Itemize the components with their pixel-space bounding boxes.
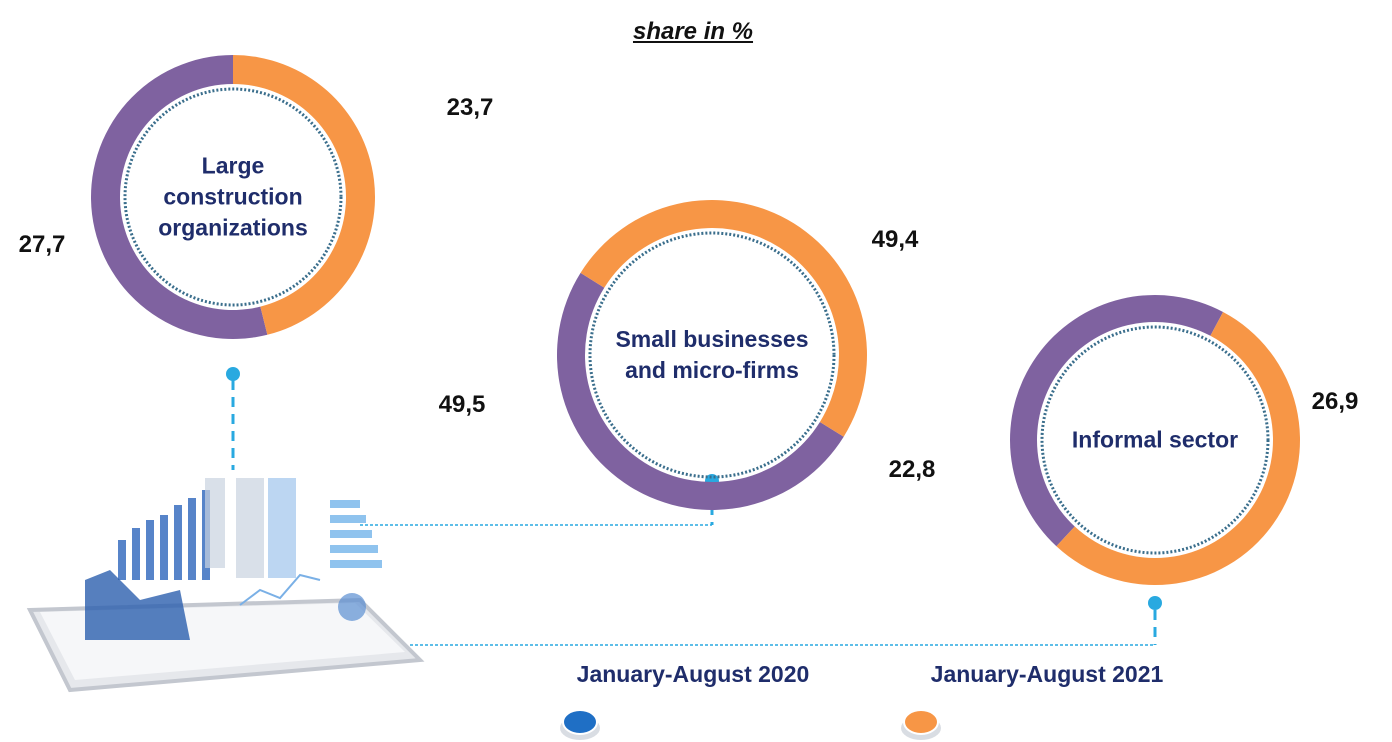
legend-label: January-August 2020 <box>576 661 810 687</box>
donut-segment <box>556 272 844 511</box>
donut-segment <box>1056 311 1300 585</box>
inner-dotted-ring <box>123 87 343 307</box>
donut-segment <box>90 55 268 340</box>
value-label: 26,9 <box>1311 388 1359 415</box>
legend-dot <box>562 709 598 735</box>
chart-title: share in % <box>632 18 754 45</box>
donut-label: Large construction organizations <box>158 152 308 241</box>
donut-segment <box>580 200 867 437</box>
tablet-illustration <box>26 478 425 693</box>
legend-dot <box>903 709 939 735</box>
donut-label: Small businesses and micro-firms <box>615 326 809 383</box>
inner-dotted-ring <box>1040 325 1270 555</box>
inner-dotted-ring <box>588 231 836 479</box>
donut-label: Informal sector <box>1071 426 1239 453</box>
value-label: 49,4 <box>871 226 919 253</box>
donut-segment <box>1009 294 1224 547</box>
value-label: 49,5 <box>438 391 486 418</box>
donut-segment <box>233 55 375 335</box>
value-label: 27,7 <box>18 231 66 258</box>
value-label: 22,8 <box>888 456 936 483</box>
value-label: 23,7 <box>446 94 494 121</box>
legend-label: January-August 2021 <box>930 661 1164 687</box>
